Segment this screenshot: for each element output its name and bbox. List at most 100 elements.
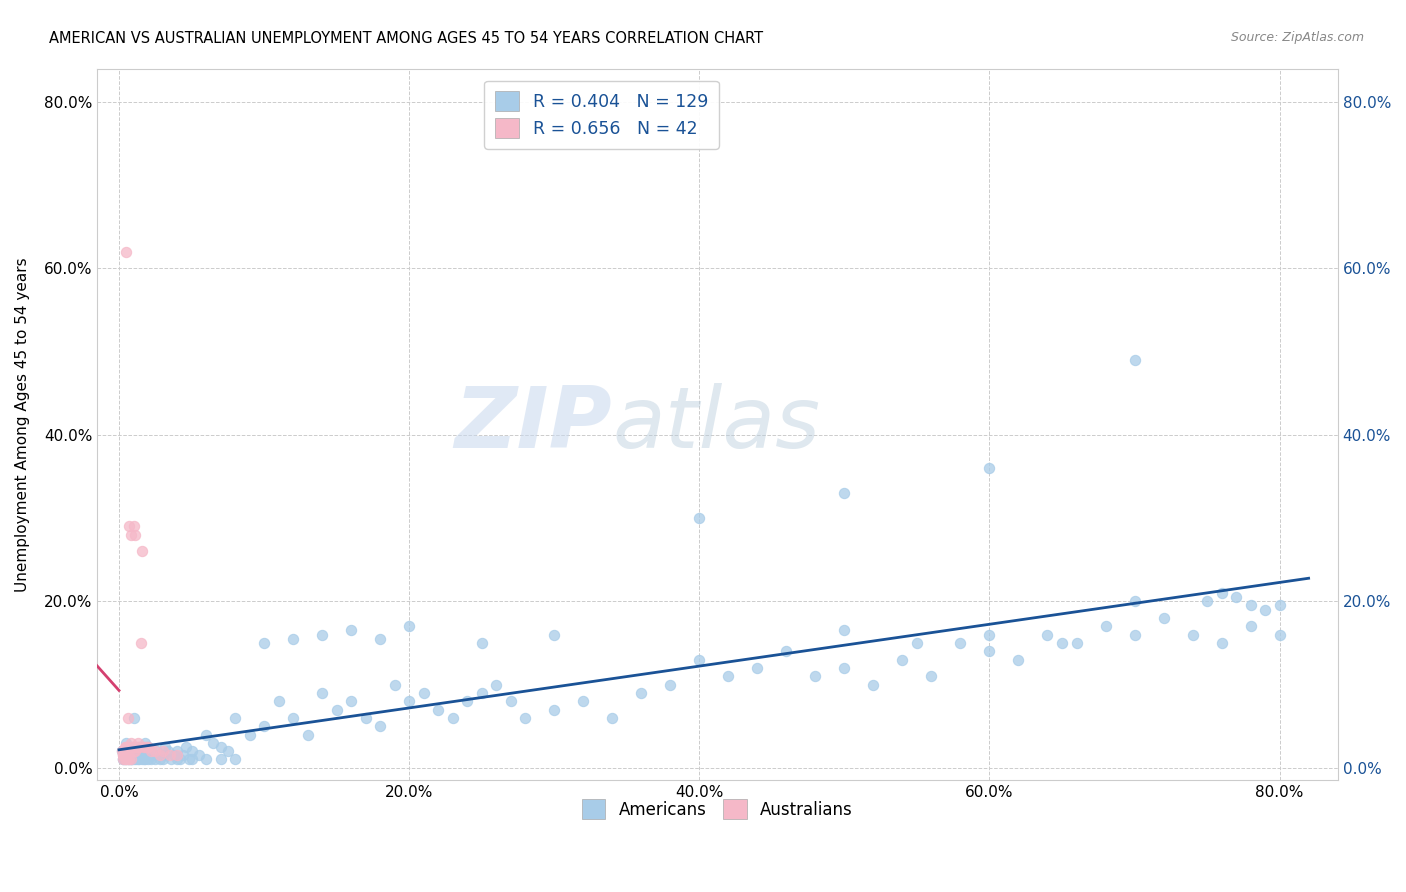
Point [195, 727, 218, 741]
Point [134, 739, 156, 754]
Point [114, 752, 136, 766]
Point [136, 739, 159, 754]
Point [1181, 627, 1204, 641]
Point [1123, 352, 1146, 367]
Point [630, 686, 652, 700]
Point [297, 727, 319, 741]
Point [112, 752, 135, 766]
Point [747, 661, 769, 675]
Point [118, 744, 141, 758]
Point [125, 739, 148, 754]
Point [281, 632, 304, 646]
Point [124, 744, 146, 758]
Point [253, 719, 276, 733]
Point [143, 744, 166, 758]
Point [1094, 619, 1116, 633]
Point [149, 752, 172, 766]
Point [202, 736, 225, 750]
Point [1211, 636, 1233, 650]
Point [120, 736, 142, 750]
Point [920, 669, 942, 683]
Point [471, 636, 494, 650]
Point [515, 711, 537, 725]
Point [129, 744, 152, 758]
Point [117, 752, 139, 766]
Point [804, 669, 827, 683]
Point [122, 744, 145, 758]
Point [1123, 627, 1146, 641]
Point [217, 744, 239, 758]
Point [412, 686, 434, 700]
Point [128, 739, 150, 754]
Point [543, 702, 565, 716]
Point [325, 702, 347, 716]
Point [543, 627, 565, 641]
Point [143, 752, 166, 766]
Point [1050, 636, 1073, 650]
Point [180, 752, 202, 766]
Point [131, 748, 153, 763]
Point [166, 744, 188, 758]
Point [129, 636, 152, 650]
Point [949, 636, 972, 650]
Point [134, 752, 156, 766]
Point [118, 744, 141, 758]
Point [209, 752, 232, 766]
Point [1254, 602, 1277, 616]
Point [135, 739, 157, 754]
Point [111, 744, 134, 758]
Point [127, 752, 149, 766]
Point [979, 644, 1001, 658]
Point [456, 694, 478, 708]
Point [862, 677, 884, 691]
Point [145, 744, 167, 758]
Text: Source: ZipAtlas.com: Source: ZipAtlas.com [1230, 31, 1364, 45]
Point [128, 752, 150, 766]
Point [1036, 627, 1059, 641]
Point [834, 624, 856, 638]
Point [1211, 586, 1233, 600]
Point [118, 752, 141, 766]
Point [121, 739, 143, 754]
Text: atlas: atlas [612, 383, 820, 466]
Point [368, 719, 391, 733]
Point [659, 677, 682, 691]
Point [891, 652, 914, 666]
Point [121, 752, 143, 766]
Y-axis label: Unemployment Among Ages 45 to 54 years: Unemployment Among Ages 45 to 54 years [15, 257, 30, 591]
Point [905, 636, 928, 650]
Point [253, 636, 276, 650]
Point [239, 727, 262, 741]
Point [441, 711, 464, 725]
Point [311, 686, 333, 700]
Point [115, 736, 138, 750]
Point [131, 544, 153, 558]
Point [398, 694, 420, 708]
Point [195, 752, 218, 766]
Text: AMERICAN VS AUSTRALIAN UNEMPLOYMENT AMONG AGES 45 TO 54 YEARS CORRELATION CHART: AMERICAN VS AUSTRALIAN UNEMPLOYMENT AMON… [49, 31, 763, 46]
Point [311, 627, 333, 641]
Point [1239, 599, 1261, 613]
Point [169, 752, 191, 766]
Point [115, 739, 138, 754]
Point [124, 527, 146, 541]
Point [157, 744, 180, 758]
Point [471, 686, 494, 700]
Point [1268, 599, 1291, 613]
Point [485, 677, 508, 691]
Point [368, 632, 391, 646]
Point [152, 748, 174, 763]
Point [979, 627, 1001, 641]
Point [136, 739, 159, 754]
Point [155, 739, 177, 754]
Point [120, 752, 142, 766]
Point [172, 748, 194, 763]
Point [117, 711, 139, 725]
Point [1268, 627, 1291, 641]
Point [122, 711, 145, 725]
Point [135, 744, 157, 758]
Point [152, 752, 174, 766]
Point [180, 744, 202, 758]
Point [224, 752, 246, 766]
Point [281, 711, 304, 725]
